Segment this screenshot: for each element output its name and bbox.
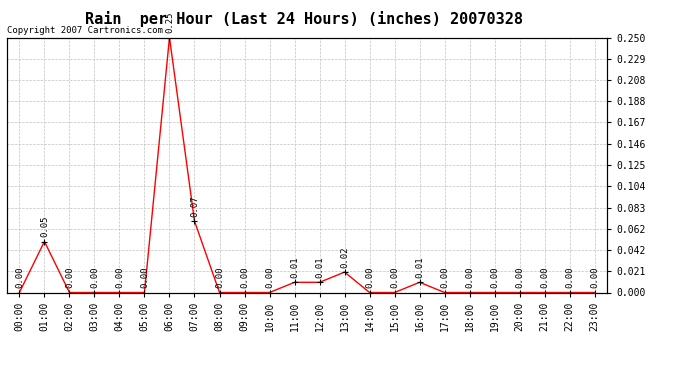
Text: 0.00: 0.00 <box>265 267 274 288</box>
Text: 0.00: 0.00 <box>465 267 474 288</box>
Text: 0.00: 0.00 <box>490 267 499 288</box>
Text: 0.00: 0.00 <box>390 267 399 288</box>
Text: 0.00: 0.00 <box>540 267 549 288</box>
Text: 0.01: 0.01 <box>290 256 299 278</box>
Text: Copyright 2007 Cartronics.com: Copyright 2007 Cartronics.com <box>7 26 163 35</box>
Text: 0.00: 0.00 <box>565 267 574 288</box>
Text: 0.25: 0.25 <box>165 12 174 33</box>
Text: 0.00: 0.00 <box>590 267 599 288</box>
Text: 0.00: 0.00 <box>115 267 124 288</box>
Text: 0.00: 0.00 <box>365 267 374 288</box>
Text: 0.05: 0.05 <box>40 216 49 237</box>
Text: Rain  per Hour (Last 24 Hours) (inches) 20070328: Rain per Hour (Last 24 Hours) (inches) 2… <box>85 11 522 27</box>
Text: 0.07: 0.07 <box>190 195 199 217</box>
Text: 0.01: 0.01 <box>315 256 324 278</box>
Text: 0.00: 0.00 <box>515 267 524 288</box>
Text: 0.00: 0.00 <box>215 267 224 288</box>
Text: 0.00: 0.00 <box>440 267 449 288</box>
Text: 0.00: 0.00 <box>90 267 99 288</box>
Text: 0.00: 0.00 <box>65 267 74 288</box>
Text: 0.00: 0.00 <box>15 267 24 288</box>
Text: 0.00: 0.00 <box>240 267 249 288</box>
Text: 0.00: 0.00 <box>140 267 149 288</box>
Text: 0.01: 0.01 <box>415 256 424 278</box>
Text: 0.02: 0.02 <box>340 246 349 268</box>
